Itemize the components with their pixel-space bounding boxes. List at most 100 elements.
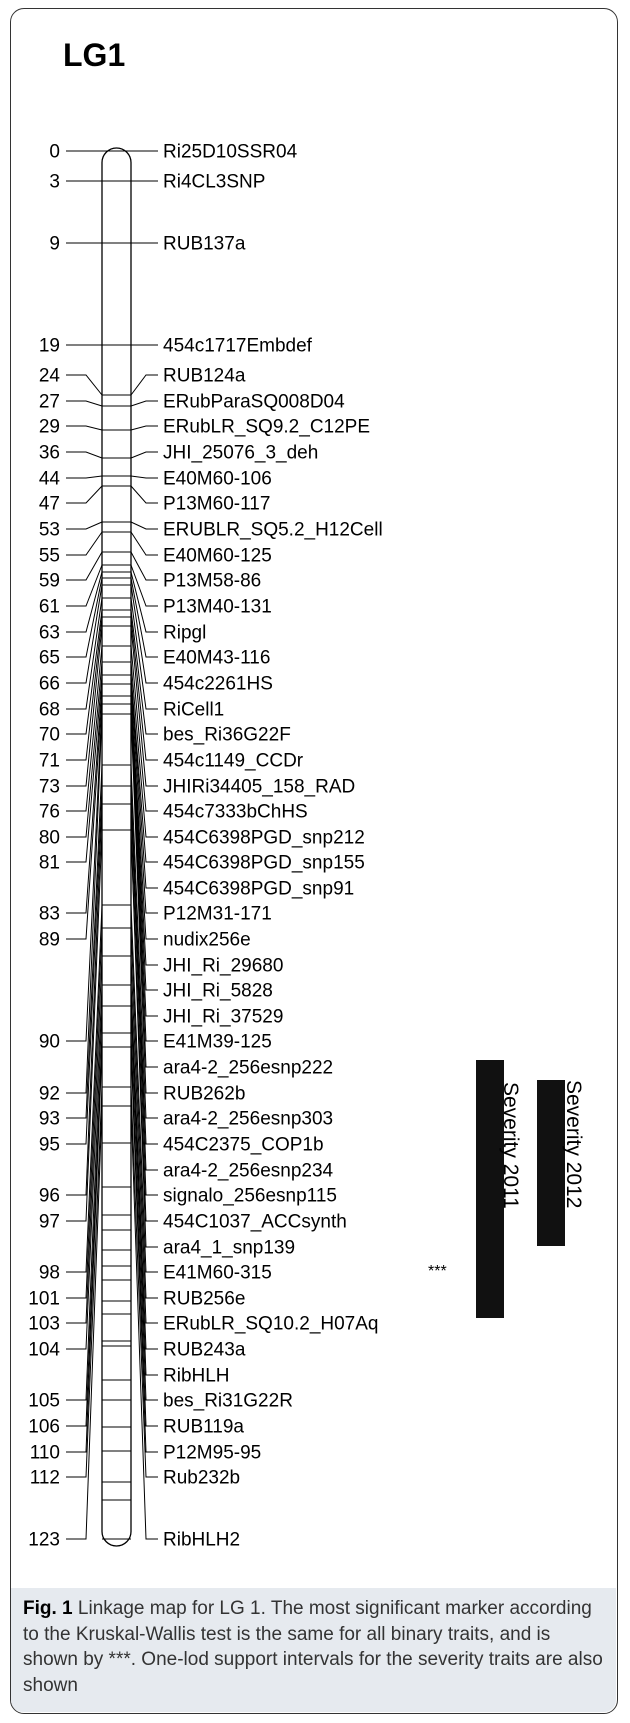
position-label: 106	[28, 1417, 60, 1438]
position-connector	[66, 565, 102, 606]
marker-connector	[131, 426, 158, 430]
position-connector	[66, 552, 102, 580]
position-label: 98	[39, 1263, 60, 1284]
marker-name: Ripgl	[163, 623, 206, 644]
marker-name: JHI_Ri_29680	[163, 956, 283, 977]
marker-name: 454C6398PGD_snp212	[163, 828, 365, 849]
position-label: 101	[28, 1289, 60, 1310]
marker-labels: 0 Ri25D10SSR04 3 Ri4CL3SNP 9 RUB137a 19 454c171…	[28, 142, 382, 1551]
marker-name: 454C6398PGD_snp155	[163, 853, 365, 874]
position-label: 123	[28, 1530, 60, 1551]
marker-name: ERUBLR_SQ5.2_H12Cell	[163, 520, 383, 541]
marker-name: ERubLR_SQ9.2_C12PE	[163, 417, 370, 438]
position-label: 90	[39, 1032, 60, 1053]
position-connector	[66, 610, 102, 734]
position-label: 110	[30, 1443, 60, 1464]
marker-connector	[131, 375, 158, 395]
significance-marker: ***	[428, 1263, 447, 1280]
severity-intervals: Severity 2011 Severity 2012	[476, 1060, 585, 1318]
position-connector	[66, 522, 102, 529]
marker-name: RibHLH	[163, 1366, 230, 1387]
position-label: 3	[49, 172, 60, 193]
position-connector	[66, 452, 102, 458]
marker-name: E40M60-106	[163, 469, 272, 490]
position-label: 80	[39, 828, 60, 849]
marker-connector	[131, 532, 158, 555]
marker-name: bes_Ri36G22F	[163, 725, 291, 746]
marker-name: 454c2261HS	[163, 674, 273, 695]
marker-name: RibHLH2	[163, 1530, 240, 1551]
linkage-map: LG1 0 Ri25D10SSR043 Ri4CL3SNP9 RUB137a19 454…	[0, 0, 630, 1590]
marker-name: bes_Ri31G22R	[163, 1391, 293, 1412]
marker-name: RUB124a	[163, 366, 246, 387]
marker-name: RUB256e	[163, 1289, 245, 1310]
position-label: 9	[49, 234, 60, 255]
position-connector	[66, 476, 102, 478]
position-connector	[66, 532, 102, 555]
position-label: 61	[39, 597, 60, 618]
marker-name: P13M40-131	[163, 597, 272, 618]
marker-name: E41M39-125	[163, 1032, 272, 1053]
position-label: 81	[39, 853, 60, 874]
marker-name: JHI_Ri_5828	[163, 981, 273, 1002]
marker-connector	[131, 522, 158, 529]
position-connector	[66, 375, 102, 395]
position-label: 76	[39, 802, 60, 823]
position-label: 47	[39, 494, 60, 515]
marker-name: RUB119a	[163, 1417, 244, 1438]
marker-connector	[131, 476, 158, 478]
figure-caption: Fig. 1 Linkage map for LG 1. The most si…	[11, 1588, 616, 1712]
position-label: 92	[39, 1084, 60, 1105]
marker-name: E41M60-315	[163, 1263, 272, 1284]
position-label: 63	[39, 623, 60, 644]
position-label: 103	[28, 1314, 60, 1335]
marker-name: JHI_Ri_37529	[163, 1007, 283, 1028]
position-label: 65	[39, 648, 60, 669]
marker-name: ERubLR_SQ10.2_H07Aq	[163, 1314, 378, 1335]
position-connector	[66, 572, 102, 632]
marker-name: signalo_256esnp115	[163, 1186, 337, 1207]
marker-name: ara4-2_256esnp234	[163, 1161, 334, 1182]
position-connector	[66, 1006, 102, 1400]
severity-2012-label: Severity 2012	[562, 1080, 585, 1208]
position-connector	[66, 486, 102, 503]
severity-2012-interval	[537, 1080, 565, 1246]
position-label: 83	[39, 904, 60, 925]
position-label: 44	[39, 469, 61, 490]
position-label: 112	[30, 1468, 60, 1489]
position-label: 27	[39, 392, 60, 413]
marker-name: 454C1037_ACCsynth	[163, 1212, 347, 1233]
position-label: 19	[39, 336, 60, 357]
position-label: 93	[39, 1109, 60, 1130]
marker-name: P12M31-171	[163, 904, 272, 925]
marker-name: 454C2375_COP1b	[163, 1135, 324, 1156]
marker-name: RiCell1	[163, 700, 224, 721]
position-label: 29	[39, 417, 60, 438]
caption-text: Linkage map for LG 1. The most significa…	[23, 1598, 603, 1696]
marker-connector	[131, 486, 158, 503]
position-label: 53	[39, 520, 60, 541]
marker-name: ara4-2_256esnp222	[163, 1058, 333, 1079]
marker-name: JHI_25076_3_deh	[163, 443, 318, 464]
linkage-group-title: LG1	[63, 37, 125, 73]
position-label: 89	[39, 930, 60, 951]
position-label: 96	[39, 1186, 60, 1207]
marker-name: E40M43-116	[163, 648, 270, 669]
marker-connector	[131, 452, 158, 458]
position-label: 36	[39, 443, 60, 464]
marker-name: P12M95-95	[163, 1443, 261, 1464]
position-label: 70	[39, 725, 60, 746]
position-label: 59	[39, 571, 60, 592]
marker-name: ara4_1_snp139	[163, 1238, 295, 1259]
marker-name: Ri25D10SSR04	[163, 142, 298, 163]
marker-name: ara4-2_256esnp303	[163, 1109, 333, 1130]
chromosome-bar	[102, 148, 131, 1546]
marker-name: E40M60-125	[163, 546, 272, 567]
marker-name: Rub232b	[163, 1468, 240, 1489]
position-label: 68	[39, 700, 60, 721]
marker-name: 454c1149_CCDr	[163, 751, 304, 772]
marker-connector	[131, 401, 158, 406]
marker-name: nudix256e	[163, 930, 251, 951]
marker-name: P13M58-86	[163, 571, 261, 592]
position-label: 0	[49, 142, 60, 163]
